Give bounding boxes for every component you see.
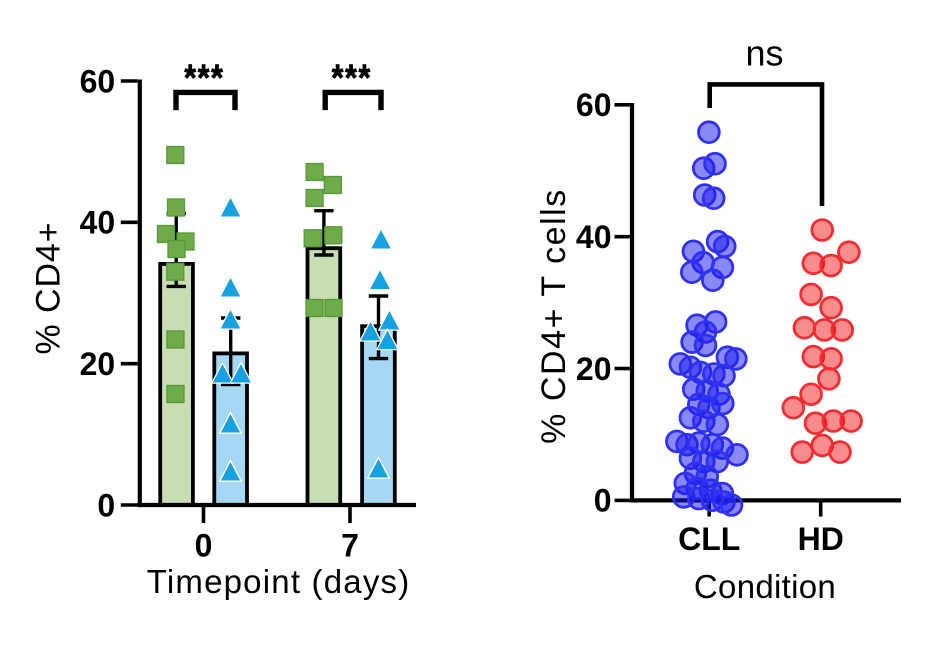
- svg-text:20: 20: [80, 346, 116, 382]
- svg-text:ns: ns: [745, 33, 783, 74]
- svg-text:40: 40: [80, 205, 116, 241]
- svg-text:HD: HD: [798, 521, 844, 557]
- svg-text:7: 7: [341, 528, 359, 564]
- svg-text:Timepoint (days): Timepoint (days): [147, 563, 411, 600]
- svg-text:CLL: CLL: [678, 521, 740, 557]
- svg-text:20: 20: [576, 351, 612, 387]
- svg-text:60: 60: [80, 63, 116, 99]
- svg-text:40: 40: [576, 219, 612, 255]
- svg-text:Condition: Condition: [694, 568, 836, 605]
- svg-text:% CD4+: % CD4+: [30, 222, 68, 355]
- svg-text:0: 0: [195, 528, 213, 564]
- svg-text:60: 60: [576, 87, 612, 123]
- svg-text:% CD4+ T cells: % CD4+ T cells: [535, 188, 573, 444]
- svg-text:0: 0: [97, 487, 115, 523]
- svg-text:0: 0: [594, 483, 612, 519]
